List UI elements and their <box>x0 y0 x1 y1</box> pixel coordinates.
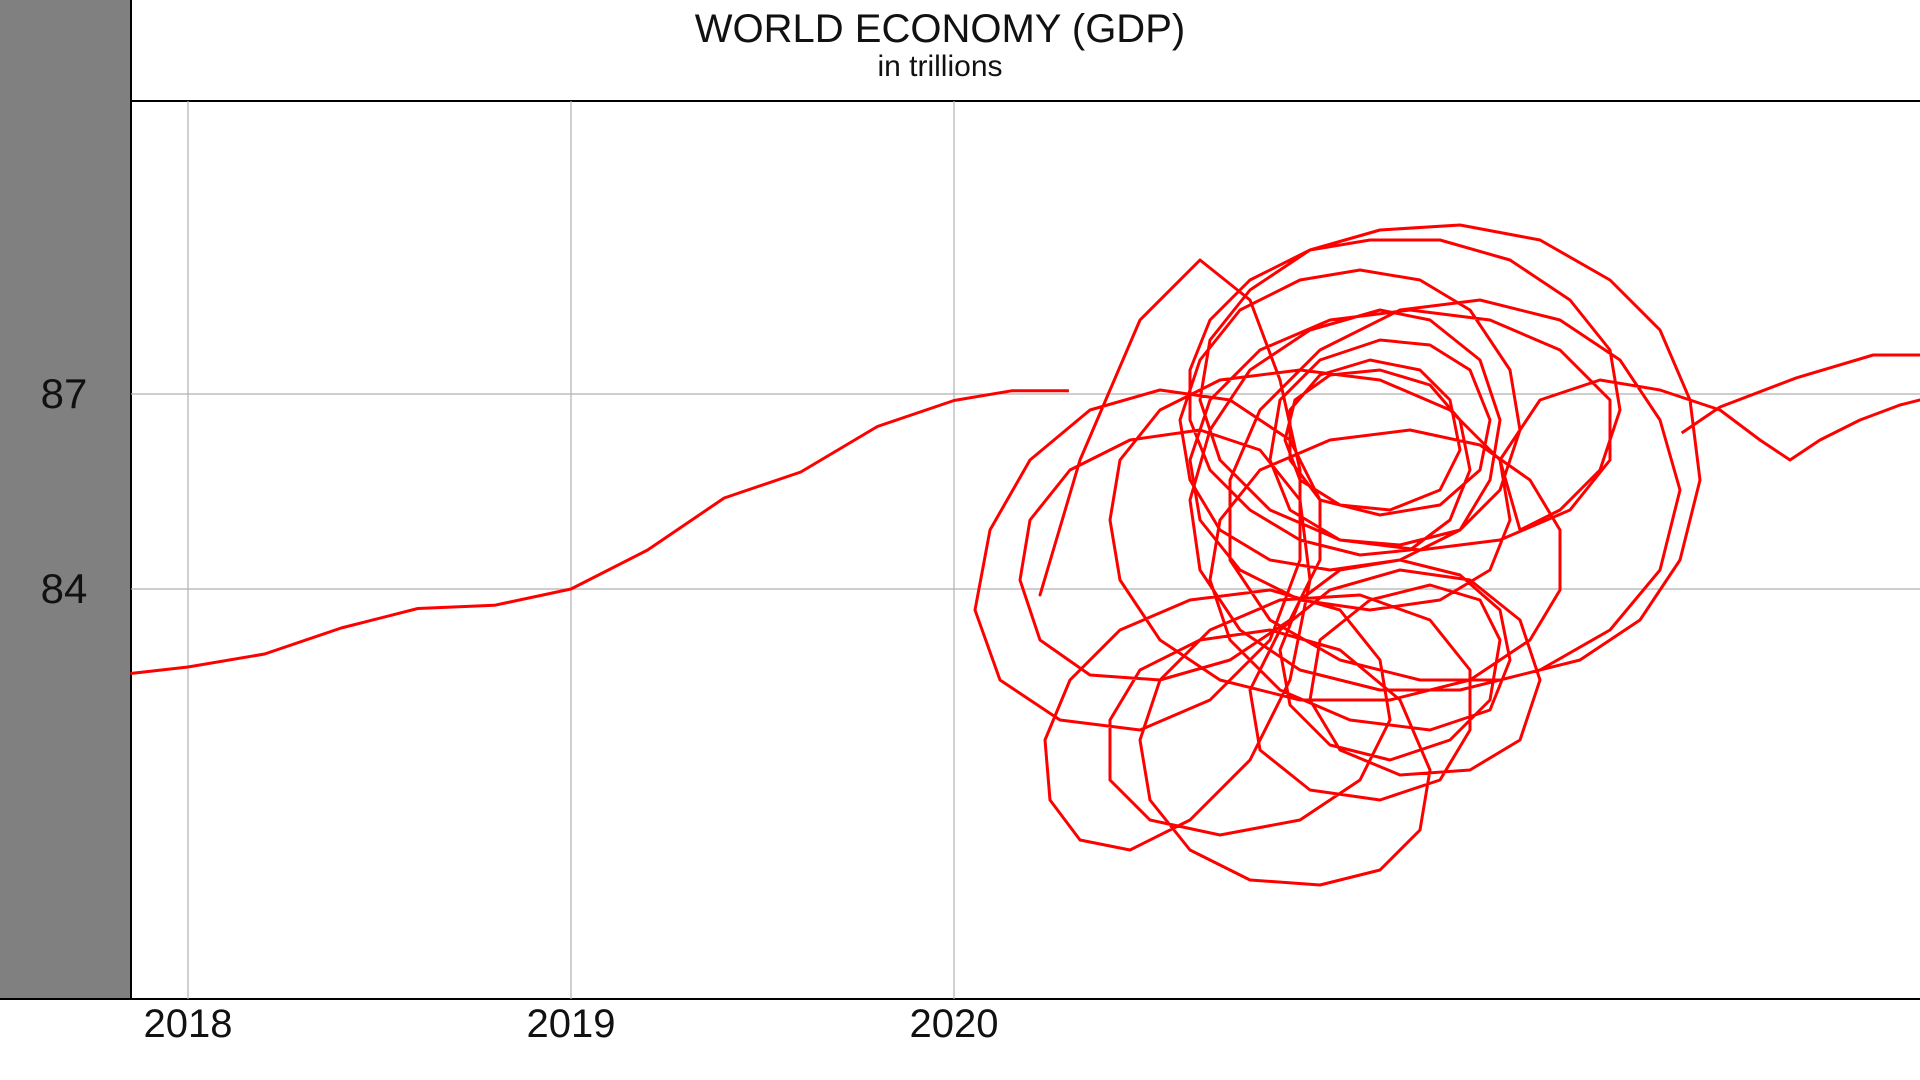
x-tick-label: 2019 <box>527 1002 616 1046</box>
grid <box>131 101 1920 999</box>
x-tick-label: 2018 <box>144 1002 233 1046</box>
series-lines <box>130 223 1920 887</box>
chart-title: WORLD ECONOMY (GDP) <box>695 7 1185 51</box>
y-tick-label: 84 <box>41 565 88 612</box>
series-line-2 <box>1680 353 1920 435</box>
chart-subtitle: in trillions <box>877 50 1002 83</box>
tangled-scribble <box>973 223 1920 887</box>
y-tick-label: 87 <box>41 370 88 417</box>
left-band <box>0 0 131 1000</box>
tick-labels: 2018 2019 2020 84 87 <box>41 370 999 1046</box>
series-line-1 <box>130 389 1069 675</box>
x-tick-label: 2020 <box>910 1002 999 1046</box>
